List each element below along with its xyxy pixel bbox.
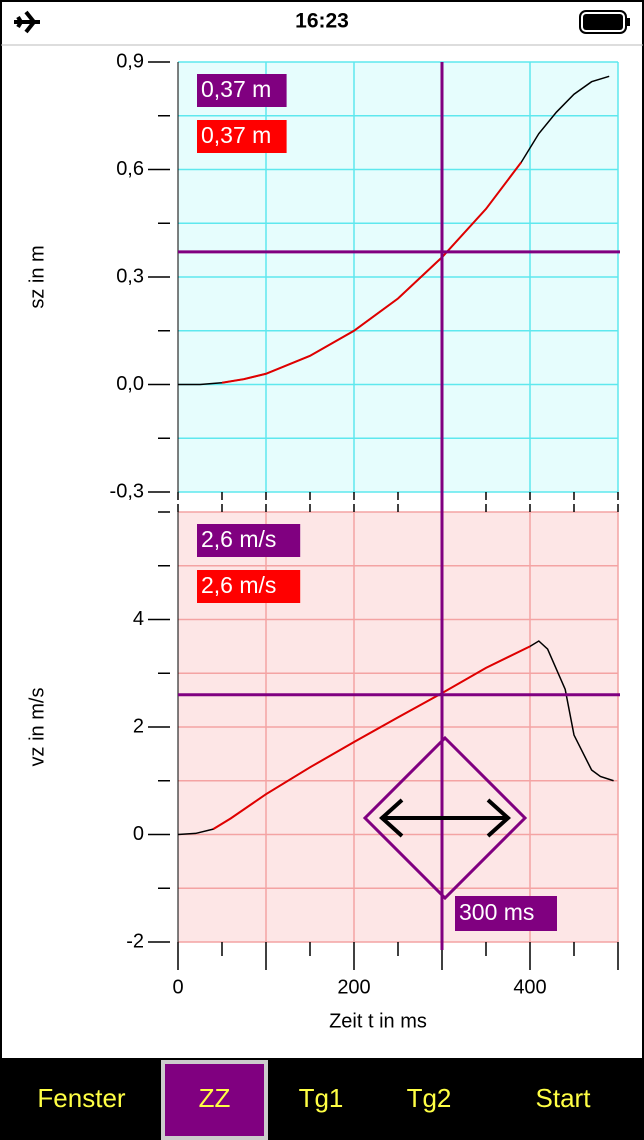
battery-icon bbox=[579, 10, 627, 34]
cursor-x-label: 300 ms bbox=[459, 899, 534, 925]
y-tick-label: -2 bbox=[126, 930, 144, 952]
button-label[interactable]: Start bbox=[536, 1083, 592, 1113]
data-line bbox=[221, 161, 522, 384]
button[interactable] bbox=[161, 1060, 268, 1140]
button[interactable] bbox=[376, 1062, 482, 1138]
x-axis-label: Zeit t in ms bbox=[329, 1010, 427, 1032]
y-tick-label: -0,3 bbox=[110, 480, 144, 502]
readout-box bbox=[197, 570, 301, 603]
airplane-icon bbox=[14, 10, 40, 34]
readout-label: 2,6 m/s bbox=[201, 572, 276, 598]
y-axis-label: sz in m bbox=[26, 245, 48, 308]
readout-label: 2,6 m/s bbox=[201, 526, 276, 552]
drag-arrow bbox=[379, 798, 511, 838]
button-label[interactable]: Tg1 bbox=[299, 1083, 344, 1113]
x-tick-label: 0 bbox=[172, 976, 183, 998]
drag-control[interactable] bbox=[362, 735, 528, 901]
x-tick-label: 400 bbox=[513, 976, 546, 998]
readout-box bbox=[197, 74, 287, 107]
button[interactable] bbox=[272, 1062, 370, 1138]
drag-diamond[interactable] bbox=[362, 735, 528, 901]
y-tick-label: 2 bbox=[133, 715, 144, 737]
readout-box bbox=[197, 524, 301, 557]
y-tick-label: 4 bbox=[133, 608, 144, 630]
y-tick-label: 0 bbox=[133, 823, 144, 845]
battery-level bbox=[583, 14, 623, 30]
y-tick-label: 0,0 bbox=[116, 373, 144, 395]
data-line bbox=[212, 645, 531, 830]
y-axis-label: vz in m/s bbox=[26, 688, 48, 767]
button-label[interactable]: Tg2 bbox=[407, 1083, 452, 1113]
cursor-x-box bbox=[455, 896, 557, 931]
x-tick-label: 200 bbox=[337, 976, 370, 998]
battery-tip bbox=[627, 18, 630, 26]
readout-label: 0,37 m bbox=[201, 122, 271, 148]
status-time: 16:23 bbox=[295, 10, 349, 33]
chart-1: -0,3 0,0 0,3 0,6 0,9 sz in m 0,37 m 0,37 m bbox=[26, 50, 620, 502]
y-tick-label: 0,6 bbox=[116, 158, 144, 180]
button-label[interactable]: ZZ bbox=[199, 1083, 231, 1113]
button[interactable] bbox=[6, 1062, 157, 1138]
y-tick-label: 0,3 bbox=[116, 265, 144, 287]
readout-label: 0,37 m bbox=[201, 76, 271, 102]
button[interactable] bbox=[488, 1062, 638, 1138]
y-tick-label: 0,9 bbox=[116, 50, 144, 72]
chart-2: -2 0 2 4 0 200 400 vz in m/s Zeit t in ms 2,6 m/s… bbox=[26, 502, 620, 1032]
button-label[interactable]: Fenster bbox=[37, 1083, 125, 1113]
readout-box bbox=[197, 120, 287, 153]
